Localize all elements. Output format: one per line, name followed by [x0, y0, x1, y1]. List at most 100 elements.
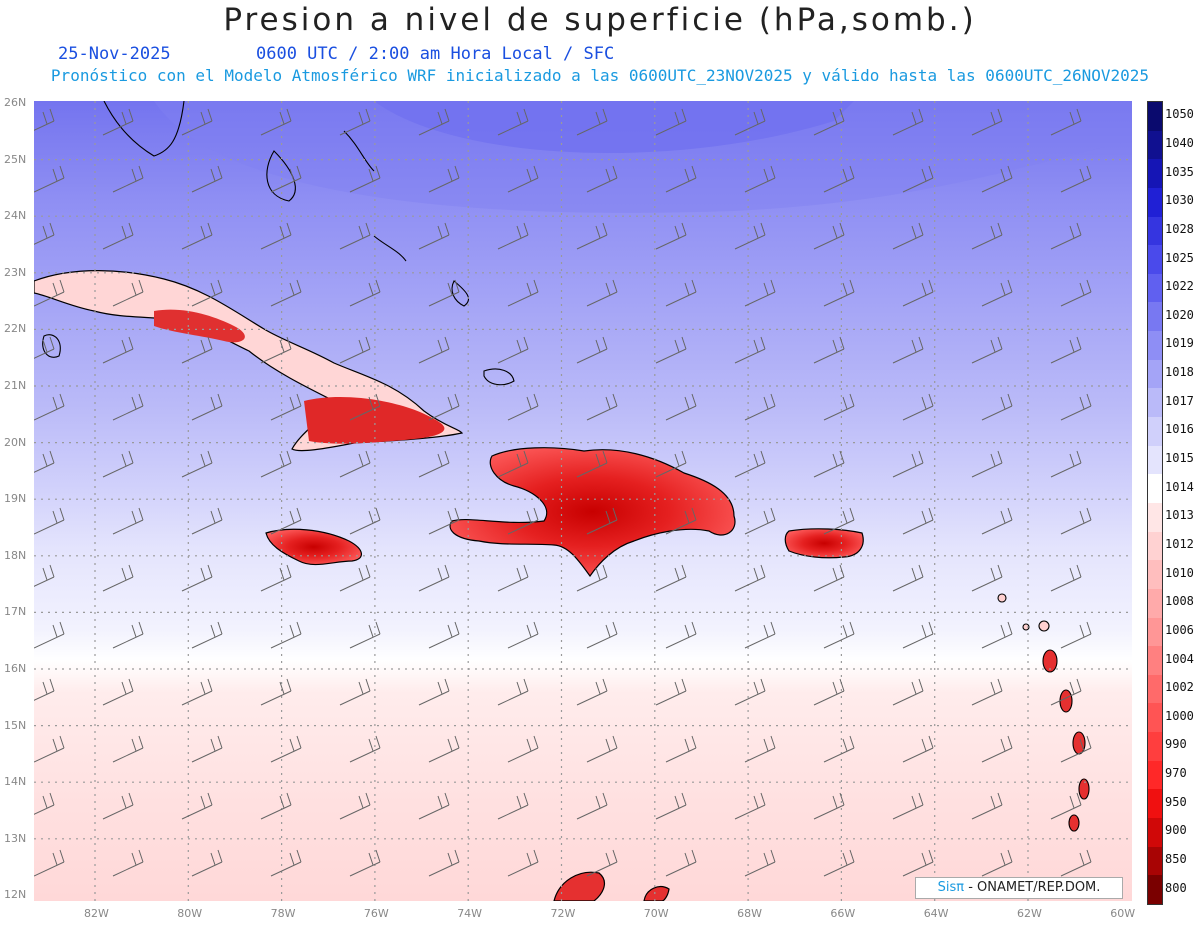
colorbar-level: 1006 [1165, 622, 1194, 637]
wind-barb [34, 849, 65, 877]
wind-barb [497, 564, 529, 592]
wind-barb [34, 336, 55, 359]
wind-barb [892, 450, 924, 478]
wind-barb [902, 507, 934, 535]
wind-barb [349, 393, 381, 421]
wind-barb [34, 792, 55, 815]
colorbar-level: 1013 [1165, 508, 1194, 523]
colorbar-segment [1148, 588, 1162, 618]
wind-barb [744, 165, 776, 193]
wind-barb [1050, 108, 1082, 136]
wind-barb [744, 735, 776, 763]
colorbar-level: 1050 [1165, 107, 1194, 122]
wind-barb [981, 621, 1013, 649]
lon-label: 80W [177, 907, 203, 920]
wind-barb [497, 108, 529, 136]
wind-barb [428, 165, 460, 193]
wind-barb [576, 564, 608, 592]
colorbar-level: 1010 [1165, 565, 1194, 580]
wind-barb [655, 678, 687, 706]
wind-barb [1060, 735, 1092, 763]
wind-barb [112, 393, 144, 421]
wind-barb [497, 792, 529, 820]
wind-barb [428, 507, 460, 535]
wind-barb [813, 564, 845, 592]
wind-barb [181, 336, 213, 364]
wind-barb [34, 450, 55, 473]
lon-label: 62W [1017, 907, 1042, 920]
wind-barb [576, 792, 608, 820]
wind-barb [270, 849, 302, 877]
wind-barb [34, 108, 55, 131]
wind-barb [102, 564, 134, 592]
wind-barb [34, 564, 55, 587]
wind-barb [112, 735, 144, 763]
colorbar-segment [1148, 417, 1162, 446]
wind-barb [665, 621, 697, 649]
wind-barb [1050, 678, 1082, 706]
colorbar-level: 1028 [1165, 221, 1194, 236]
wind-barb [576, 336, 608, 364]
wind-barb [734, 678, 766, 706]
lon-label: 64W [923, 907, 949, 920]
wind-barb [191, 507, 223, 535]
wind-barb [734, 222, 766, 250]
wind-barb [823, 507, 855, 535]
wind-barb [181, 678, 213, 706]
wind-barb [981, 393, 1013, 421]
wind-barb [191, 165, 223, 193]
lat-label: 19N [4, 492, 27, 506]
lat-label: 17N [4, 605, 27, 619]
wind-barb [497, 678, 529, 706]
wind-barb [260, 792, 292, 820]
colorbar-level: 1020 [1165, 307, 1194, 322]
wind-barb [1050, 792, 1082, 820]
lat-label: 26N [4, 96, 27, 109]
wind-barb [349, 507, 381, 535]
wind-barb [576, 222, 608, 250]
wind-barb [586, 507, 618, 535]
wind-barb [181, 792, 213, 820]
wind-barb [586, 393, 618, 421]
forecast-date: 25-Nov-2025 [58, 44, 171, 64]
wind-barb [497, 450, 529, 478]
wind-barb [902, 165, 934, 193]
wind-barb [1060, 621, 1092, 649]
wind-barb [586, 849, 618, 877]
wind-barb [102, 336, 134, 364]
wind-barb [181, 564, 213, 592]
wind-barb [270, 279, 302, 307]
wind-barb [339, 336, 371, 364]
land-jamaica [265, 528, 362, 566]
wind-barb [102, 792, 134, 820]
lat-label: 25N [4, 152, 27, 166]
colorbar-segment [1148, 732, 1162, 761]
wind-barb [181, 450, 213, 478]
colorbar-level: 1019 [1165, 336, 1194, 351]
lat-label: 16N [4, 662, 27, 675]
lat-label: 14N [4, 775, 27, 789]
wind-barbs [34, 108, 1092, 877]
wind-barb [260, 336, 292, 364]
wind-barb [1050, 564, 1082, 592]
wind-barb [744, 279, 776, 307]
wind-barb [902, 735, 934, 763]
wind-barb [823, 621, 855, 649]
lon-label: 60W [1110, 907, 1136, 920]
wind-barb [1060, 849, 1092, 877]
wind-barb [655, 564, 687, 592]
lat-label: 23N [4, 265, 27, 279]
colorbar-segment [1148, 560, 1162, 589]
wind-barb [507, 393, 539, 421]
wind-barb [665, 507, 697, 535]
wind-barb [507, 735, 539, 763]
credit-box: Sisπ - ONAMET/REP.DOM. [915, 877, 1123, 899]
colorbar-level: 1015 [1165, 451, 1194, 466]
wind-barb [892, 792, 924, 820]
wind-barb [981, 165, 1013, 193]
colorbar-level: 1035 [1165, 164, 1194, 179]
wind-barb [902, 279, 934, 307]
wind-barb [428, 849, 460, 877]
colorbar-segment [1148, 646, 1162, 675]
wind-barb [576, 450, 608, 478]
